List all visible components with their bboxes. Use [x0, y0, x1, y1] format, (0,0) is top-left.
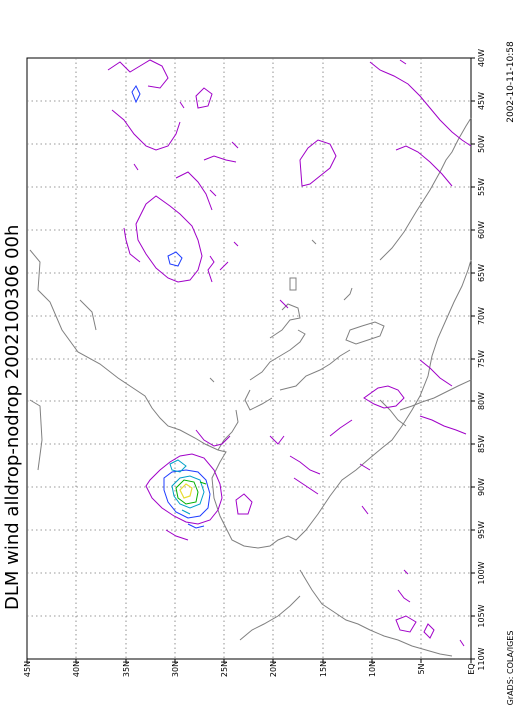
- lon-label: 105W: [477, 604, 486, 627]
- lat-label: 30N: [171, 661, 180, 677]
- lat-label: 15N: [319, 661, 328, 677]
- lon-label: 45W: [477, 92, 486, 110]
- latitude-labels: EQ 5N 10N 15N 20N 25N 30N 35N 40N 45N: [23, 661, 476, 677]
- lat-label: 10N: [368, 661, 377, 677]
- lon-label: 100W: [477, 561, 486, 584]
- credit-label: GrADS: COLA/IGES: [506, 631, 515, 706]
- lon-label: 75W: [477, 350, 486, 368]
- lat-label: 45N: [23, 661, 32, 677]
- lat-label: 5N: [417, 663, 426, 674]
- lat-label: 40N: [72, 661, 81, 677]
- lon-label: 85W: [477, 435, 486, 453]
- lon-label: 55W: [477, 178, 486, 196]
- contours-purple: [107, 59, 472, 647]
- lon-label: 90W: [477, 478, 486, 496]
- contours-yellow: [179, 483, 193, 499]
- tick-marks: [26, 57, 475, 663]
- lon-label: 95W: [477, 521, 486, 539]
- timestamp-label: 2002-10-11-10:58: [506, 41, 516, 123]
- lat-label: 20N: [269, 661, 278, 677]
- contours-green: [175, 479, 207, 505]
- figure-title: DLM wind alldrop-nodrop 2002100306 00h: [2, 225, 23, 610]
- lon-label: 50W: [477, 135, 486, 153]
- longitude-labels: 40W 45W 50W 55W 60W 65W 70W 75W 80W 85W …: [477, 49, 486, 671]
- lat-label: EQ: [467, 663, 476, 674]
- lon-label: 60W: [477, 221, 486, 239]
- lon-label: 80W: [477, 392, 486, 410]
- gridlines: [27, 58, 471, 659]
- contours-cyan: [169, 459, 205, 515]
- coastlines: [29, 117, 472, 657]
- lat-label: 25N: [220, 661, 229, 677]
- lon-label: 70W: [477, 307, 486, 325]
- lon-label: 65W: [477, 264, 486, 282]
- contours-blue: [131, 85, 211, 529]
- map-frame: [26, 57, 472, 660]
- lat-label: 35N: [122, 661, 131, 677]
- lon-label: 110W: [477, 647, 486, 670]
- lon-label: 40W: [477, 49, 486, 67]
